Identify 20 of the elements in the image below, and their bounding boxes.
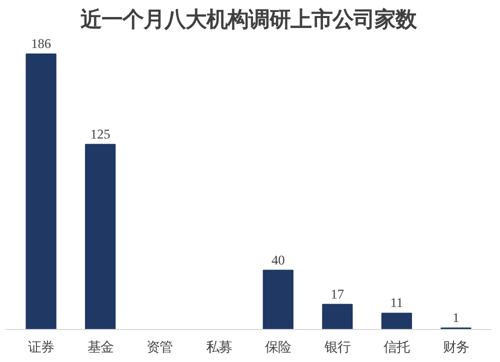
x-tick-label: 资管 (146, 340, 173, 356)
x-tick-label: 证券 (28, 340, 54, 356)
bar (262, 270, 294, 330)
data-label: 186 (31, 36, 52, 52)
data-label: 11 (390, 295, 404, 310)
data-label: 125 (90, 126, 111, 142)
data-label: 40 (271, 252, 286, 268)
bar (26, 54, 56, 330)
x-tick-label: 私募 (206, 340, 232, 356)
x-tick-label: 财务 (442, 340, 469, 356)
x-tick-label: 基金 (87, 340, 114, 356)
data-label: 1 (452, 310, 460, 326)
chart-title: 近一个月八大机构调研上市公司家数 (80, 8, 418, 32)
bar (381, 312, 412, 330)
x-tick-label: 信托 (384, 340, 410, 356)
x-tick-label: 银行 (323, 340, 350, 356)
bar (85, 144, 116, 330)
x-tick-label: 保险 (265, 340, 292, 356)
data-label: 17 (330, 286, 344, 302)
bar (322, 304, 353, 330)
